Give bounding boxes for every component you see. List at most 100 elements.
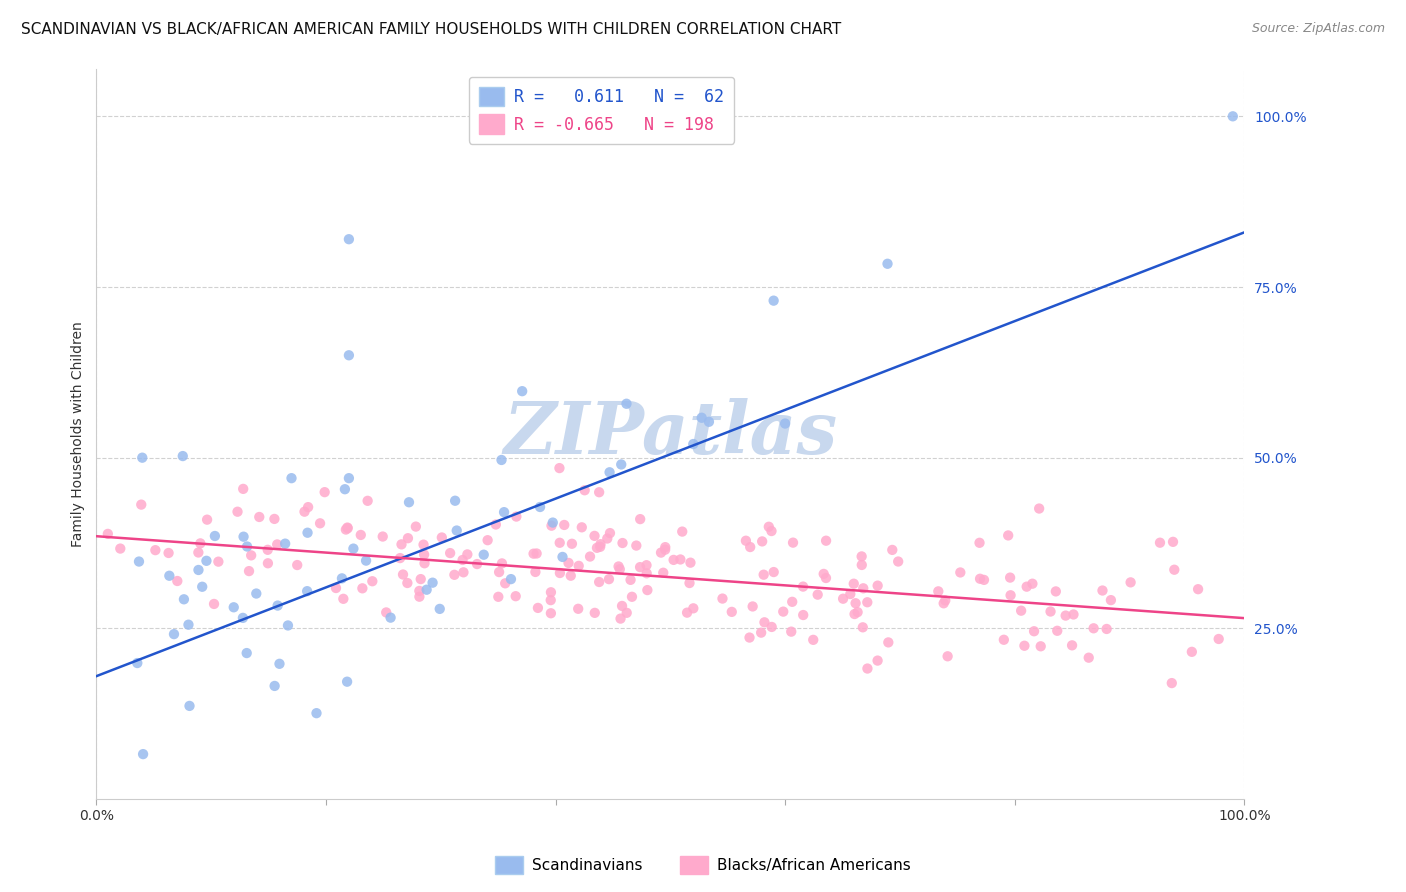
Point	[548, 461, 571, 475]
Point	[636, 558, 658, 573]
Point	[1054, 608, 1077, 623]
Point	[993, 632, 1015, 647]
Point	[598, 572, 620, 586]
Point	[851, 558, 873, 572]
Point	[325, 581, 347, 595]
Point	[852, 620, 875, 634]
Point	[1160, 676, 1182, 690]
Point	[430, 531, 453, 545]
Point	[616, 397, 638, 411]
Point	[887, 555, 910, 569]
Point	[754, 615, 776, 630]
Point	[749, 625, 772, 640]
Point	[405, 519, 427, 533]
Point	[456, 548, 478, 562]
Point	[277, 618, 299, 632]
Point	[195, 513, 218, 527]
Point	[191, 580, 214, 594]
Point	[263, 512, 285, 526]
Point	[207, 555, 229, 569]
Point	[1028, 501, 1050, 516]
Point	[453, 566, 475, 580]
Point	[280, 471, 302, 485]
Point	[361, 574, 384, 589]
Point	[583, 606, 606, 620]
Point	[762, 565, 785, 579]
Point	[413, 548, 436, 562]
Point	[839, 587, 862, 601]
Point	[969, 572, 991, 586]
Point	[866, 579, 889, 593]
Point	[553, 518, 575, 533]
Point	[524, 565, 547, 579]
Point	[352, 582, 374, 596]
Point	[636, 583, 658, 598]
Point	[1077, 650, 1099, 665]
Point	[465, 557, 488, 571]
Point	[772, 605, 794, 619]
Point	[505, 509, 527, 524]
Point	[589, 540, 612, 554]
Point	[336, 674, 359, 689]
Point	[204, 529, 226, 543]
Point	[408, 583, 430, 598]
Point	[488, 565, 510, 579]
Point	[172, 449, 194, 463]
Point	[807, 588, 830, 602]
Point	[375, 606, 398, 620]
Point	[832, 591, 855, 606]
Point	[522, 547, 544, 561]
Point	[1010, 604, 1032, 618]
Point	[548, 566, 571, 580]
Point	[882, 542, 904, 557]
Point	[711, 591, 734, 606]
Point	[232, 482, 254, 496]
Point	[541, 516, 564, 530]
Point	[1039, 605, 1062, 619]
Point	[398, 495, 420, 509]
Point	[337, 348, 360, 362]
Point	[998, 571, 1021, 585]
Point	[342, 541, 364, 556]
Point	[682, 601, 704, 615]
Point	[589, 537, 612, 551]
Point	[654, 542, 676, 557]
Point	[443, 567, 465, 582]
Point	[499, 572, 522, 586]
Point	[295, 584, 318, 599]
Point	[1222, 109, 1244, 123]
Point	[527, 601, 550, 615]
Point	[815, 533, 838, 548]
Point	[526, 547, 548, 561]
Point	[335, 523, 357, 537]
Point	[166, 574, 188, 588]
Point	[494, 505, 516, 519]
Point	[579, 549, 602, 564]
Point	[409, 572, 432, 586]
Point	[305, 706, 328, 721]
Point	[392, 567, 415, 582]
Point	[1060, 638, 1083, 652]
Point	[654, 540, 676, 554]
Point	[179, 698, 201, 713]
Point	[263, 679, 285, 693]
Point	[380, 610, 402, 624]
Point	[408, 590, 430, 604]
Point	[337, 471, 360, 485]
Point	[491, 453, 513, 467]
Point	[626, 539, 648, 553]
Point	[738, 631, 761, 645]
Point	[1045, 584, 1067, 599]
Point	[671, 524, 693, 539]
Point	[571, 520, 593, 534]
Point	[422, 575, 444, 590]
Point	[1015, 580, 1038, 594]
Point	[758, 520, 780, 534]
Point	[439, 546, 461, 560]
Point	[1161, 534, 1184, 549]
Point	[856, 661, 879, 675]
Point	[413, 556, 436, 570]
Point	[1187, 582, 1209, 597]
Point	[652, 566, 675, 580]
Legend: Scandinavians, Blacks/African Americans: Scandinavians, Blacks/African Americans	[489, 850, 917, 880]
